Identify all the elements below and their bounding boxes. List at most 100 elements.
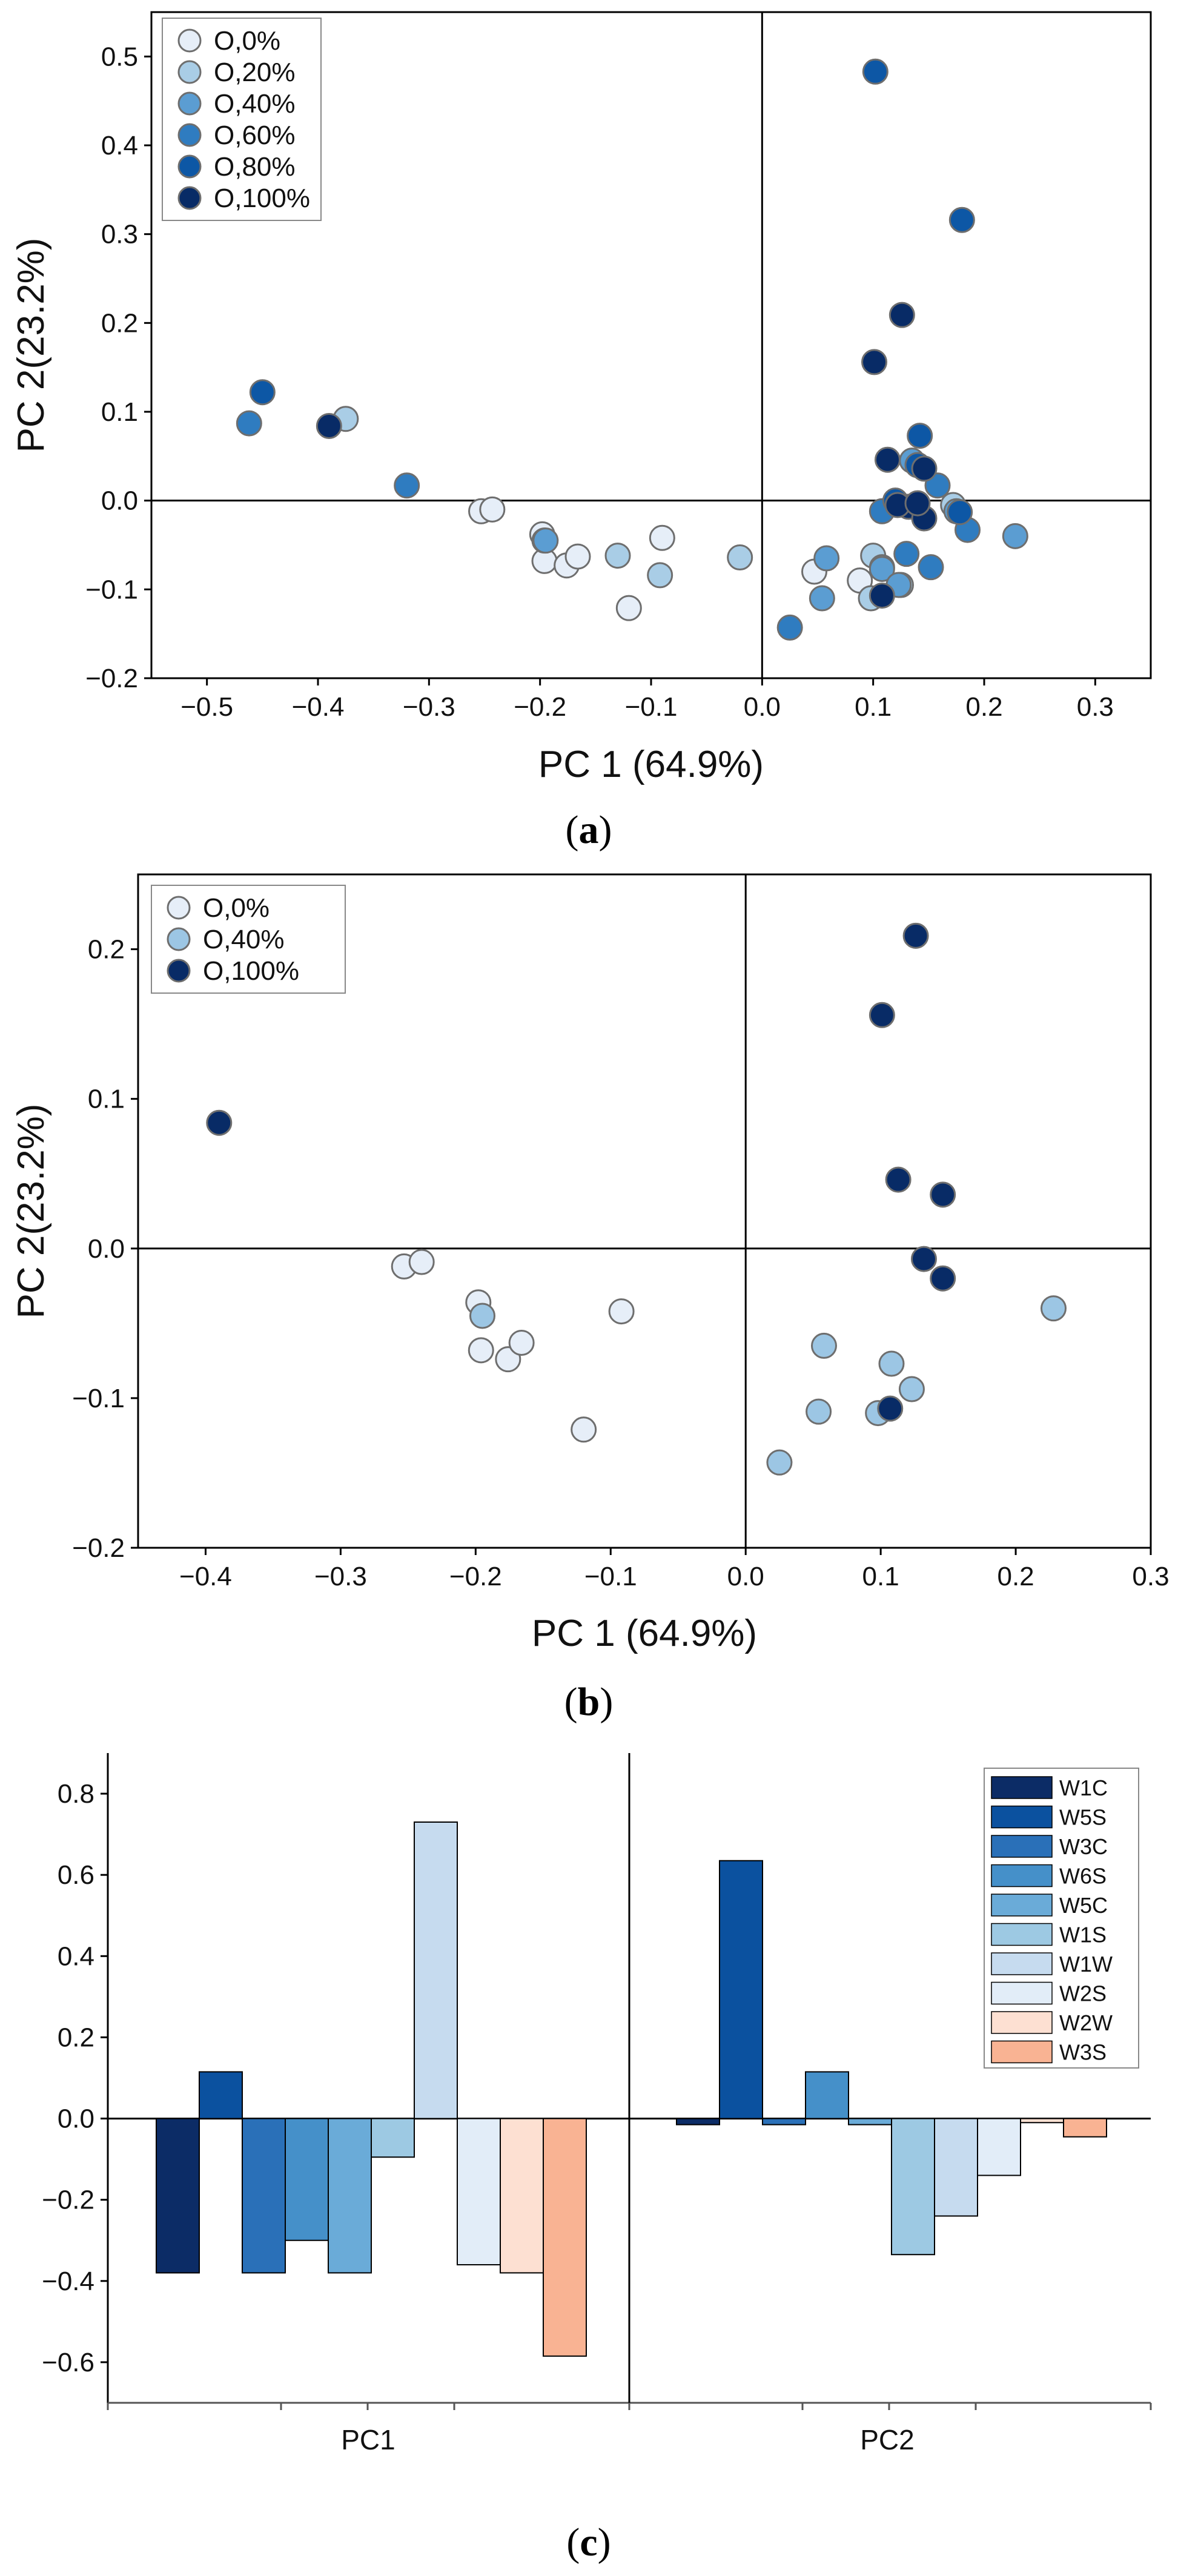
legend-label: W5C [1059, 1893, 1108, 1918]
data-point [898, 1376, 925, 1402]
caption-close-paren: ) [599, 808, 612, 852]
series-W5C [328, 2118, 892, 2274]
data-point [904, 490, 931, 517]
bar-panel-c: −0.6 −0.4 −0.2 0.0 0.2 0.4 0.6 0.8 PC1 PC2 W1C W5S… [42, 1753, 1152, 2564]
legend-label: O,60% [214, 121, 296, 150]
scatter-panel-a: −0.5 −0.4 −0.3 −0.2 −0.1 0.0 0.1 0.2 0.3 −0.2 −0.1… [10, 11, 1152, 852]
data-point [727, 544, 753, 571]
x-tick-label: 0.1 [855, 692, 892, 722]
x-tick-label: −0.2 [449, 1562, 502, 1591]
y-tick-label: 0.0 [88, 1234, 125, 1264]
legend-swatch [991, 1805, 1053, 1829]
bar [500, 2118, 544, 2274]
y-tick-label: 0.1 [101, 397, 138, 427]
x-tick-label: −0.4 [179, 1562, 232, 1591]
bar [414, 1821, 458, 2119]
y-axis-title: PC 2(23.2%) [10, 238, 52, 453]
data-point [869, 583, 895, 609]
y-tick-label: 0.0 [101, 486, 138, 516]
data-point [809, 585, 835, 612]
data-point [875, 446, 901, 473]
legend-label: O,100% [214, 183, 310, 213]
x-tick-label: 0.2 [965, 692, 1002, 722]
bar [156, 2118, 200, 2274]
y-tick-label: −0.2 [85, 664, 138, 693]
y-tick-label: 0.0 [58, 2104, 94, 2134]
legend-label: W1S [1059, 1923, 1107, 1947]
scatter-panel-b: −0.4 −0.3 −0.2 −0.1 0.0 0.1 0.2 0.3 −0.2 −0.1 0.0 0… [10, 873, 1170, 1724]
x-tick-label: −0.1 [625, 692, 678, 722]
data-point [869, 556, 895, 583]
data-point [394, 472, 420, 499]
legend-label: W3S [1059, 2040, 1107, 2065]
data-point [885, 1166, 912, 1193]
legend-marker [177, 154, 202, 179]
series-W2S [457, 2118, 1021, 2265]
x-tick-label: 0.1 [862, 1562, 899, 1591]
category-label: PC1 [341, 2424, 395, 2455]
x-tick-label: −0.4 [292, 692, 345, 722]
data-point [948, 206, 975, 233]
y-axis-title: PC 2(23.2%) [10, 1104, 52, 1319]
legend-label: O,0% [203, 893, 270, 923]
bar [719, 1860, 763, 2119]
y-tick-label: −0.2 [72, 1533, 125, 1563]
bar [328, 2118, 372, 2274]
data-point [811, 1332, 838, 1359]
y-tick-label: −0.4 [42, 2267, 94, 2296]
data-point [930, 1265, 956, 1292]
bar [762, 2118, 806, 2125]
y-tick-label: 0.1 [88, 1085, 125, 1114]
series-W2W [500, 2118, 1064, 2274]
x-tick-label: −0.3 [403, 692, 455, 722]
legend-label: W1C [1059, 1775, 1108, 1800]
legend-label: W2S [1059, 1981, 1107, 2006]
panel-caption: (a) [566, 808, 612, 852]
bar [676, 2118, 720, 2125]
caption-letter: a [579, 808, 599, 852]
legend-marker [177, 186, 202, 210]
data-point [902, 922, 929, 949]
panel-caption: (c) [566, 2520, 611, 2564]
data-point [249, 379, 276, 406]
y-tick-label: −0.1 [72, 1384, 125, 1413]
y-tick-label: −0.1 [85, 575, 138, 604]
y-tick-label: 0.3 [101, 220, 138, 249]
legend-swatch [991, 1981, 1053, 2005]
caption-letter: b [578, 1680, 600, 1724]
data-point [608, 1298, 635, 1325]
data-point [571, 1416, 597, 1443]
caption-close-paren: ) [598, 2520, 611, 2564]
data-point [604, 543, 631, 569]
x-tick-label: 0.3 [1132, 1562, 1169, 1591]
data-point [564, 543, 591, 570]
data-point [766, 1449, 793, 1476]
legend-swatch [991, 1835, 1053, 1858]
panel-caption: (b) [564, 1680, 614, 1724]
series-O,100% [316, 302, 938, 609]
legend-label: O,20% [214, 58, 296, 87]
bar [805, 2071, 849, 2119]
bar [848, 2118, 892, 2125]
data-point [910, 1246, 937, 1272]
legend-swatch [991, 1894, 1053, 1917]
y-tick-label: 0.8 [58, 1779, 94, 1809]
y-tick-label: 0.2 [58, 2023, 94, 2052]
series-W1C [156, 2118, 720, 2274]
caption-open-paren: ( [566, 808, 579, 852]
data-point [469, 1303, 495, 1329]
legend: W1C W5S W3C W6S W5C W1S W1W W2S W2W W3S [984, 1768, 1139, 2069]
bar [934, 2118, 978, 2217]
bar [242, 2118, 286, 2274]
data-point [947, 499, 973, 526]
legend-label: O,40% [203, 925, 285, 954]
data-point [649, 524, 675, 551]
data-point [930, 1181, 956, 1208]
legend-label: W1W [1059, 1952, 1113, 1977]
series-W3S [543, 2118, 1107, 2357]
legend: O,0%O,20%O,40%O,60%O,80%O,100% [162, 18, 322, 221]
plot-area: −0.6 −0.4 −0.2 0.0 0.2 0.4 0.6 0.8 PC1 PC2 [42, 1779, 1152, 2455]
legend-label: W3C [1059, 1834, 1108, 1859]
category-label: PC2 [860, 2424, 914, 2455]
legend-marker [167, 927, 191, 951]
